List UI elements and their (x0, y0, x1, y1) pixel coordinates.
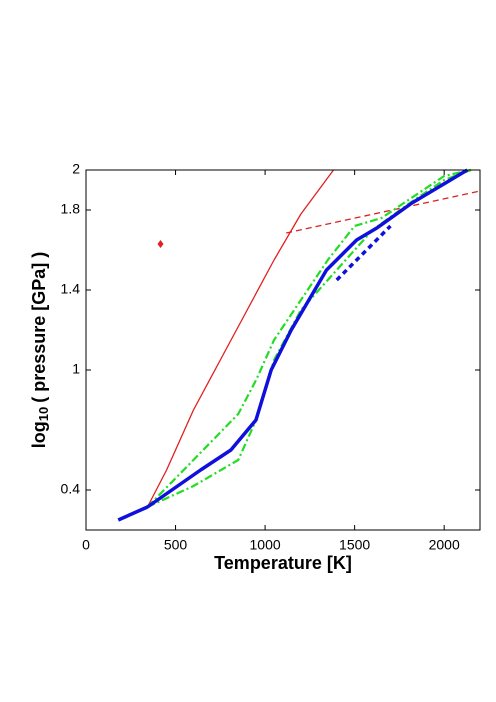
data-line (286, 190, 481, 234)
data-line (146, 168, 472, 509)
data-line (146, 168, 472, 508)
x-tick-label: 0 (82, 537, 90, 553)
x-tick-label: 2000 (429, 537, 460, 553)
y-axis-label: log10 ( pressure [GPa] ) (29, 252, 52, 449)
y-label-rest: ( pressure [GPa] ) (29, 252, 49, 403)
x-axis-label: Temperature [K] (214, 553, 352, 573)
data-line (146, 169, 335, 508)
y-tick-label: 1.4 (61, 281, 81, 297)
data-line (117, 168, 469, 522)
y-label-main: log (29, 421, 49, 448)
x-tick-label: 1000 (250, 537, 281, 553)
data-point (157, 240, 164, 248)
x-tick-label: 1500 (339, 537, 370, 553)
plot-frame (85, 169, 481, 531)
x-tick-label: 500 (164, 537, 188, 553)
y-tick-label: 2 (72, 161, 80, 177)
data-line (335, 224, 392, 282)
y-tick-label: 0.4 (61, 481, 81, 497)
y-label-sub: 10 (36, 407, 51, 421)
y-tick-label: 1.8 (61, 201, 81, 217)
y-tick-label: 1 (72, 361, 80, 377)
